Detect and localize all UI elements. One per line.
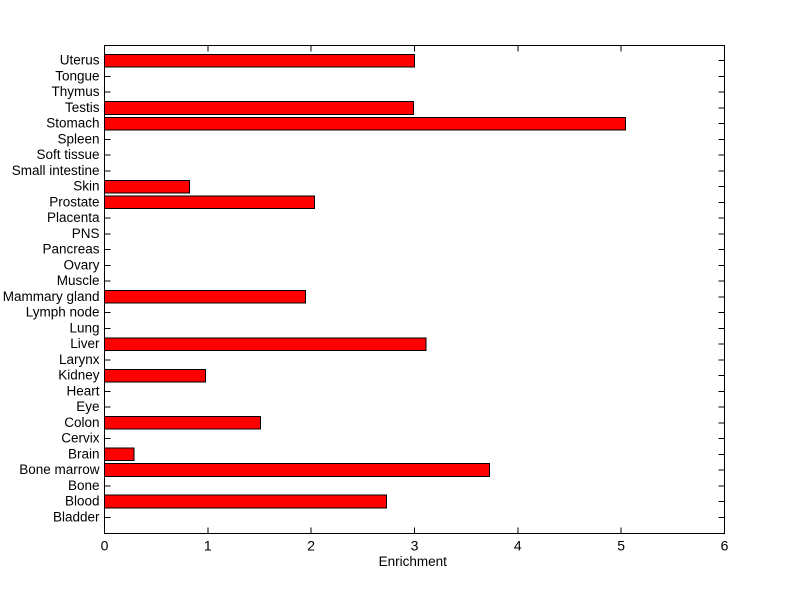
svg-text:Brain: Brain: [68, 446, 100, 461]
svg-text:Thymus: Thymus: [51, 84, 99, 99]
svg-text:Kidney: Kidney: [58, 368, 100, 383]
svg-text:Uterus: Uterus: [60, 53, 100, 68]
svg-text:Blood: Blood: [65, 494, 100, 509]
svg-text:Bone: Bone: [68, 478, 100, 493]
svg-text:Spleen: Spleen: [57, 131, 99, 146]
svg-text:Enrichment: Enrichment: [379, 554, 448, 569]
svg-text:3: 3: [411, 537, 419, 553]
svg-text:2: 2: [307, 537, 315, 553]
svg-text:5: 5: [617, 537, 625, 553]
svg-text:Colon: Colon: [64, 415, 99, 430]
svg-text:Soft tissue: Soft tissue: [36, 147, 99, 162]
svg-text:6: 6: [721, 537, 729, 553]
svg-text:Lung: Lung: [69, 320, 99, 335]
svg-text:Stomach: Stomach: [46, 116, 99, 131]
svg-text:Ovary: Ovary: [63, 257, 99, 272]
svg-text:0: 0: [101, 537, 109, 553]
svg-text:Prostate: Prostate: [49, 194, 99, 209]
svg-text:Larynx: Larynx: [59, 352, 100, 367]
svg-text:Testis: Testis: [65, 100, 100, 115]
svg-text:Bone marrow: Bone marrow: [19, 462, 100, 477]
svg-text:Eye: Eye: [76, 399, 99, 414]
svg-text:Cervix: Cervix: [61, 431, 100, 446]
svg-text:4: 4: [514, 537, 522, 553]
svg-text:Heart: Heart: [66, 383, 99, 398]
svg-text:Placenta: Placenta: [47, 210, 100, 225]
svg-text:Liver: Liver: [70, 336, 100, 351]
svg-text:Pancreas: Pancreas: [42, 242, 99, 257]
svg-text:Tongue: Tongue: [55, 68, 99, 83]
svg-text:Bladder: Bladder: [53, 509, 100, 524]
svg-text:PNS: PNS: [72, 226, 100, 241]
svg-text:Skin: Skin: [73, 179, 99, 194]
svg-text:Mammary gland: Mammary gland: [3, 289, 100, 304]
svg-text:Muscle: Muscle: [57, 273, 100, 288]
svg-text:Small intestine: Small intestine: [12, 163, 100, 178]
svg-text:1: 1: [204, 537, 212, 553]
svg-text:Lymph node: Lymph node: [26, 305, 100, 320]
